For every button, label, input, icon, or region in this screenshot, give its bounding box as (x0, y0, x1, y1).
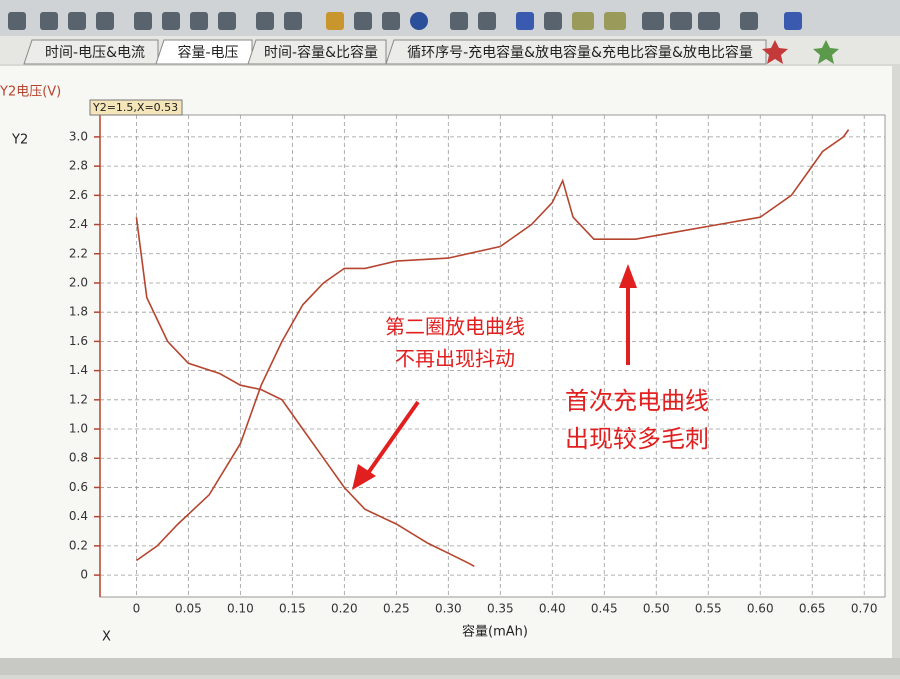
x-tick-label: 0.55 (695, 602, 722, 616)
annotation: 不再出现抖动 (395, 347, 515, 371)
x-tick-label: 0.50 (643, 602, 670, 616)
x-tick-label: 0.35 (487, 602, 514, 616)
tab-label[interactable]: 时间-电压&电流 (45, 45, 145, 61)
y-axis-label: Y2电压(V) (0, 85, 61, 100)
x-tick-label: 0.45 (591, 602, 618, 616)
x-tick-label: 0.70 (851, 602, 878, 616)
x-tick-label: 0.05 (175, 602, 202, 616)
y-tick-label: 2.6 (69, 188, 88, 202)
tab[interactable] (155, 39, 253, 65)
data-line (135, 217, 475, 567)
x-tick-label: 0.40 (539, 602, 566, 616)
y-tick-label: 0.2 (69, 538, 88, 552)
tab[interactable] (247, 39, 387, 65)
x-tick-label: 0.30 (435, 602, 462, 616)
x-tick-label: 0.20 (331, 602, 358, 616)
x-tick-label: 0.25 (383, 602, 410, 616)
toolbar-icons (8, 12, 802, 30)
star-icon[interactable] (813, 40, 839, 64)
y-tick-label: 1.4 (69, 363, 88, 377)
y-axis-name: Y2 (11, 133, 28, 148)
x-tick-label: 0.65 (799, 602, 826, 616)
annotation: 首次充电曲线 (565, 387, 709, 415)
x-axis-label: 容量(mAh) (462, 624, 528, 640)
tab-label[interactable]: 循环序号-充电容量&放电容量&充电比容量&放电比容量 (407, 44, 753, 61)
x-axis-name: X (102, 630, 111, 645)
annotation-arrows (352, 264, 637, 490)
x-tick-label: 0.15 (279, 602, 306, 616)
tab[interactable] (23, 39, 159, 65)
y-tick-label: 2.0 (69, 275, 88, 289)
cursor-readout-box (89, 99, 183, 116)
data-line (135, 129, 850, 562)
tab-label[interactable]: 容量-电压 (177, 44, 238, 61)
x-tick-label: 0.60 (747, 602, 774, 616)
y-tick-label: 0.6 (69, 480, 88, 494)
star-icon[interactable] (762, 40, 788, 64)
scrollbar[interactable] (0, 658, 900, 675)
annotation: 出现较多毛刺 (565, 425, 709, 453)
y-tick-label: 0.8 (69, 451, 88, 465)
y-tick-label: 0 (80, 568, 88, 582)
tab[interactable] (385, 39, 767, 65)
x-tick-label: 0.10 (227, 602, 254, 616)
annotation: 第二圈放电曲线 (385, 315, 525, 339)
tab-label[interactable]: 时间-容量&比容量 (264, 44, 378, 61)
y-tick-label: 0.4 (69, 509, 88, 523)
y-tick-label: 1.0 (69, 422, 88, 436)
y-tick-label: 2.2 (69, 246, 88, 260)
y-tick-label: 1.6 (69, 334, 88, 348)
y-tick-label: 2.4 (69, 217, 88, 231)
y-tick-label: 1.2 (69, 392, 88, 406)
y-tick-label: 1.8 (69, 305, 88, 319)
y-tick-label: 2.8 (69, 159, 88, 173)
y-tick-label: 3.0 (69, 129, 88, 143)
x-tick-label: 0 (133, 602, 141, 616)
cursor-readout: Y2=1.5,X=0.53 (92, 101, 178, 114)
